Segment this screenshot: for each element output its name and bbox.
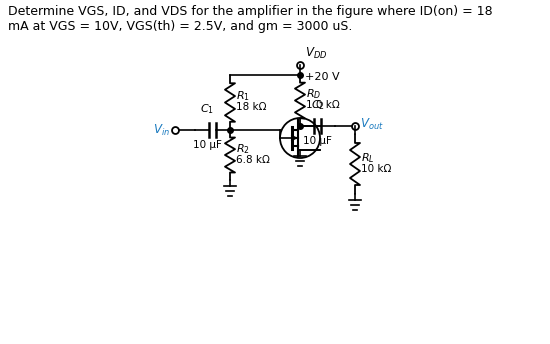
Text: $V_{DD}$: $V_{DD}$ — [305, 46, 327, 61]
Text: 6.8 kΩ: 6.8 kΩ — [236, 155, 270, 165]
Text: $R_D$: $R_D$ — [306, 88, 321, 101]
Text: $C_1$: $C_1$ — [200, 102, 214, 116]
Text: $R_1$: $R_1$ — [236, 89, 250, 104]
Text: $V_{out}$: $V_{out}$ — [360, 117, 384, 131]
Text: 10 kΩ: 10 kΩ — [361, 164, 392, 174]
Text: Determine VGS, ID, and VDS for the amplifier in the figure where ID(on) = 18: Determine VGS, ID, and VDS for the ampli… — [8, 5, 493, 18]
Text: 10 μF: 10 μF — [192, 140, 222, 150]
Text: $V_{in}$: $V_{in}$ — [153, 122, 170, 138]
Text: 18 kΩ: 18 kΩ — [236, 103, 267, 112]
Text: $C_2$: $C_2$ — [311, 98, 324, 112]
Text: 1.0 kΩ: 1.0 kΩ — [306, 100, 340, 110]
Text: +20 V: +20 V — [305, 72, 340, 82]
Text: $R_L$: $R_L$ — [361, 151, 375, 165]
Text: mA at VGS = 10V, VGS(th) = 2.5V, and gm = 3000 uS.: mA at VGS = 10V, VGS(th) = 2.5V, and gm … — [8, 20, 353, 33]
Text: 10 μF: 10 μF — [303, 136, 332, 146]
Text: $R_2$: $R_2$ — [236, 142, 250, 156]
